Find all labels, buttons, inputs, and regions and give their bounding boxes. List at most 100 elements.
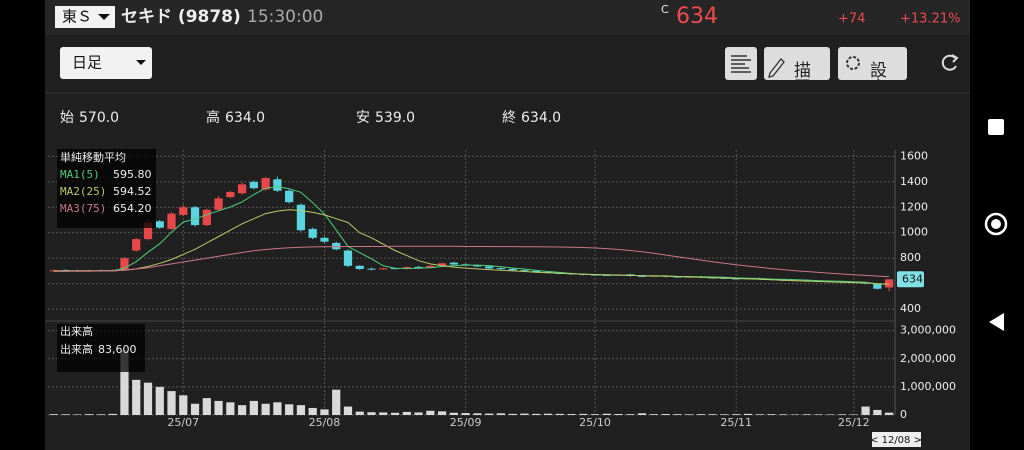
y-tick-label: 1000 bbox=[900, 226, 928, 239]
button-bg[interactable] bbox=[764, 47, 830, 80]
nav-back[interactable] bbox=[989, 313, 1004, 331]
candle-body bbox=[214, 198, 223, 210]
candle-body bbox=[320, 237, 329, 242]
volume-bar bbox=[485, 413, 494, 415]
period-select[interactable]: 日足 bbox=[60, 47, 152, 79]
candle-body bbox=[520, 270, 529, 272]
volume-bar bbox=[179, 395, 188, 415]
volume-bar bbox=[414, 412, 423, 415]
draw-button[interactable]: 描画 bbox=[764, 47, 830, 95]
cursor-date-bg bbox=[872, 432, 921, 447]
gear-icon bbox=[846, 56, 860, 70]
volume-bar bbox=[296, 405, 306, 415]
volume-bar bbox=[85, 414, 94, 415]
candle-body bbox=[49, 270, 58, 272]
candle-body bbox=[120, 258, 129, 271]
legend-title: 単純移動平均 bbox=[60, 150, 126, 164]
refresh-arrow bbox=[951, 54, 959, 63]
candle-body bbox=[273, 179, 282, 191]
candle-body bbox=[473, 265, 482, 267]
volume-bar bbox=[96, 414, 106, 415]
volume-bar bbox=[261, 403, 270, 415]
volume-bar bbox=[73, 414, 82, 415]
candle-body bbox=[367, 268, 376, 270]
volume-bar bbox=[49, 414, 58, 415]
candle-body bbox=[426, 265, 435, 268]
candle-body bbox=[485, 266, 494, 269]
candle-body bbox=[285, 190, 294, 203]
volume-bar bbox=[802, 414, 811, 415]
period[interactable]: 日足 bbox=[72, 54, 102, 72]
candle-body bbox=[508, 268, 517, 271]
market-select[interactable]: 東Ｓ bbox=[55, 6, 115, 28]
volume-bar bbox=[496, 413, 506, 415]
candle-body bbox=[885, 279, 894, 288]
button-bg[interactable] bbox=[838, 47, 907, 80]
volume-bar bbox=[755, 414, 764, 415]
volume-bar bbox=[190, 403, 200, 415]
volume-bar bbox=[532, 413, 541, 415]
volume-bar bbox=[614, 414, 623, 415]
legend-value: 654.20 bbox=[113, 202, 152, 215]
settings-button[interactable]: 設定 bbox=[838, 47, 907, 95]
volume-bar bbox=[626, 414, 635, 415]
x-tick-label: 25/09 bbox=[450, 416, 482, 429]
market[interactable]: 東Ｓ bbox=[62, 8, 92, 26]
volume-bar bbox=[520, 413, 529, 415]
volume-bar bbox=[390, 412, 400, 415]
candle-body bbox=[296, 204, 306, 231]
ohlc-value: 539.0 bbox=[375, 110, 415, 126]
market-box[interactable] bbox=[55, 6, 115, 28]
price-tag-bg bbox=[897, 271, 924, 288]
cursor-date: < 12/08 > bbox=[870, 435, 922, 446]
volume-bar bbox=[602, 413, 611, 415]
candle-body bbox=[155, 221, 164, 228]
volume-legend-name: 出来高 bbox=[60, 342, 93, 356]
nav-home[interactable] bbox=[984, 212, 1008, 236]
volume-bar bbox=[637, 413, 647, 415]
candle-body bbox=[496, 268, 506, 270]
volume-bar bbox=[132, 379, 141, 415]
volume-bar bbox=[508, 413, 517, 415]
volume-bar bbox=[779, 414, 788, 415]
draw-label[interactable]: 描画 bbox=[790, 61, 811, 95]
nav-recent[interactable] bbox=[988, 119, 1004, 135]
volume-title: 出来高 bbox=[60, 324, 93, 338]
refresh-icon[interactable] bbox=[941, 54, 957, 71]
price-mark: C bbox=[661, 3, 669, 16]
y-tick-label: 800 bbox=[900, 251, 921, 264]
legend-value: 595.80 bbox=[113, 168, 152, 181]
volume-bar bbox=[332, 389, 341, 415]
list-button[interactable] bbox=[725, 47, 757, 80]
candle-body bbox=[226, 192, 235, 198]
change: +74 bbox=[838, 12, 865, 27]
candle-body bbox=[637, 275, 647, 277]
volume-bar bbox=[61, 414, 70, 415]
legend-value: 594.52 bbox=[113, 185, 152, 198]
volume-bar bbox=[473, 413, 482, 415]
volume-bar bbox=[708, 414, 717, 415]
volume-bar bbox=[649, 414, 658, 415]
volume-bar bbox=[426, 410, 435, 415]
candle-body bbox=[402, 267, 411, 269]
list-icon bbox=[731, 55, 751, 73]
price-tag: 634 bbox=[902, 272, 923, 285]
volume-bar bbox=[402, 411, 411, 415]
volume-bar bbox=[461, 413, 470, 415]
dropdown-arrow bbox=[98, 14, 110, 20]
volume-bar bbox=[814, 414, 823, 415]
ma-line bbox=[53, 245, 890, 278]
volume-bar bbox=[661, 414, 670, 415]
y-tick-label: 400 bbox=[900, 302, 921, 315]
settings-label[interactable]: 設定 bbox=[866, 61, 887, 95]
period-box[interactable] bbox=[60, 47, 152, 79]
volume-bar bbox=[673, 414, 682, 415]
candle-body bbox=[190, 207, 200, 226]
volume-bar bbox=[202, 398, 211, 415]
volume-bar bbox=[320, 409, 329, 415]
change-pct: +13.21% bbox=[900, 12, 960, 27]
candle-body bbox=[414, 266, 423, 268]
candle-body bbox=[167, 213, 176, 229]
volume-bar bbox=[437, 411, 447, 415]
ohlc-label: 高 bbox=[206, 109, 220, 126]
